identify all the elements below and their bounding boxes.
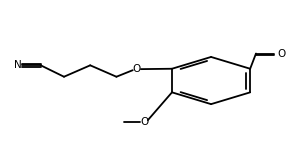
Text: O: O bbox=[140, 117, 148, 127]
Text: O: O bbox=[133, 64, 141, 74]
Text: N: N bbox=[14, 60, 21, 70]
Text: O: O bbox=[278, 49, 286, 59]
